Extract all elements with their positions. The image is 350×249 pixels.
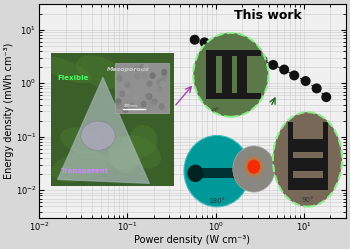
Point <box>192 38 197 42</box>
Point <box>323 95 329 99</box>
X-axis label: Power density (W cm⁻³): Power density (W cm⁻³) <box>134 235 251 245</box>
Point <box>314 86 320 90</box>
Point <box>303 79 308 83</box>
Point <box>270 63 276 67</box>
Point <box>239 51 245 55</box>
Point <box>249 54 255 58</box>
Point <box>281 67 287 71</box>
Point <box>220 45 225 49</box>
Point <box>211 43 216 47</box>
Point <box>202 40 207 44</box>
Point <box>292 73 297 77</box>
Text: This work: This work <box>233 9 301 22</box>
Point <box>260 58 265 62</box>
Point <box>230 48 235 52</box>
Y-axis label: Energy density (mWh cm⁻³): Energy density (mWh cm⁻³) <box>4 43 14 179</box>
